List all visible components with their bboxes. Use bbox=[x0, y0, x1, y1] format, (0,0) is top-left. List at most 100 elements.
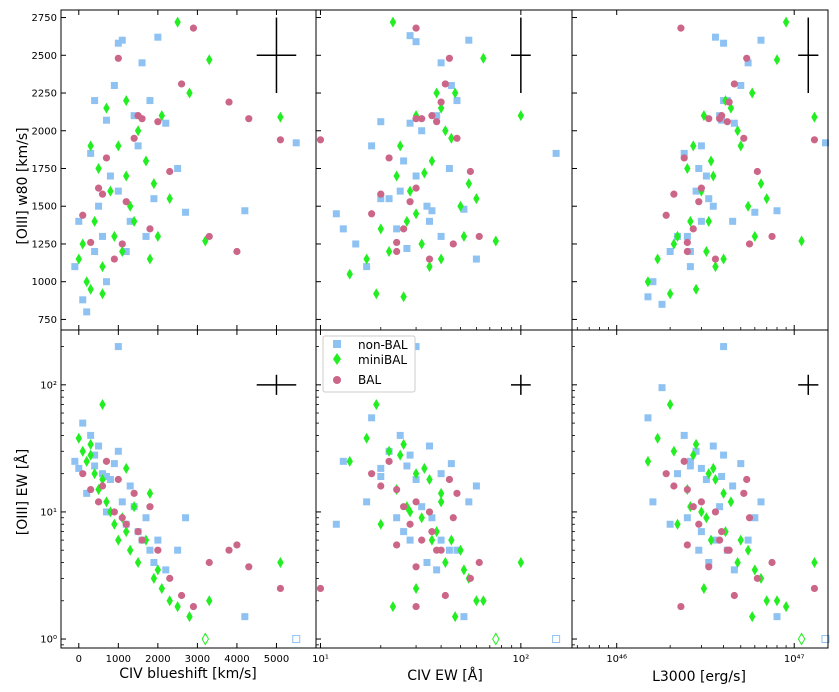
point-BAL-blueshift-w80-5 bbox=[114, 54, 122, 62]
point-BAL-blueshift-w80-18 bbox=[276, 136, 285, 144]
point-miniBAL-blueshift-w80-4 bbox=[91, 215, 98, 227]
point-miniBAL-civew-w80-22 bbox=[480, 52, 487, 64]
point-non-BAL-l3000-ew-21 bbox=[711, 536, 719, 544]
point-miniBAL-l3000-ew-23 bbox=[811, 557, 818, 569]
point-miniBAL-blueshift-ew-19 bbox=[166, 595, 173, 607]
point-BAL-civew-ew-11 bbox=[466, 574, 474, 582]
point-non-BAL-l3000-ew-3 bbox=[658, 384, 666, 392]
point-BAL-l3000-ew-13 bbox=[677, 602, 685, 611]
point-miniBAL-civew-ew-24 bbox=[437, 487, 445, 499]
point-miniBAL-civew-ew-0 bbox=[363, 432, 370, 444]
point-miniBAL-blueshift-ew-20 bbox=[174, 601, 181, 613]
point-miniBAL-civew-w80-10 bbox=[448, 132, 455, 144]
point-non-BAL-blueshift-ew-27 bbox=[114, 343, 122, 351]
point-non-BAL-l3000-w80-27 bbox=[720, 39, 728, 47]
point-BAL-l3000-ew-11 bbox=[753, 574, 761, 582]
point-non-BAL-l3000-w80-23 bbox=[695, 164, 703, 172]
legend-label-minibal: miniBAL bbox=[358, 353, 407, 367]
point-non-BAL-civew-ew-25 bbox=[460, 613, 468, 621]
point-non-BAL-civew-w80-20 bbox=[423, 202, 431, 210]
point-BAL-civew-w80-3 bbox=[385, 154, 393, 162]
point-miniBAL-civew-ew-27 bbox=[421, 462, 428, 474]
point-non-BAL-blueshift-w80-0 bbox=[71, 263, 79, 271]
point-miniBAL-blueshift-w80-29 bbox=[154, 230, 162, 242]
point-BAL-blueshift-ew-2 bbox=[94, 498, 103, 506]
point-miniBAL-l3000-w80-29 bbox=[751, 230, 759, 242]
point-non-BAL-l3000-ew-2 bbox=[644, 414, 652, 422]
point-miniBAL-l3000-w80-15 bbox=[734, 125, 741, 137]
point-miniBAL-civew-w80-9 bbox=[377, 223, 384, 235]
point-non-BAL-blueshift-ew-8 bbox=[102, 508, 110, 516]
point-BAL-blueshift-w80-13 bbox=[189, 24, 198, 32]
point-miniBAL-l3000-ew-9 bbox=[674, 518, 681, 530]
point-miniBAL-civew-ew-20 bbox=[389, 601, 397, 613]
ylabel-top: [OIII] w80 [km/s] bbox=[15, 127, 31, 244]
point-miniBAL-blueshift-w80-23 bbox=[277, 111, 284, 123]
point-miniBAL-blueshift-w80-26 bbox=[99, 288, 106, 300]
point-BAL-blueshift-w80-7 bbox=[130, 134, 138, 142]
point-miniBAL-civew-ew-2 bbox=[346, 455, 353, 467]
point-non-BAL-civew-w80-29 bbox=[377, 118, 385, 126]
point-non-BAL-blueshift-w80-19 bbox=[146, 97, 154, 105]
point-non-BAL-l3000-ew-12 bbox=[757, 498, 765, 506]
point-miniBAL-blueshift-ew-21 bbox=[186, 611, 193, 623]
point-miniBAL-l3000-w80-14 bbox=[687, 215, 694, 227]
point-BAL-civew-w80-18 bbox=[316, 136, 325, 144]
point-non-BAL-blueshift-w80-7 bbox=[99, 232, 107, 240]
point-miniBAL-civew-w80-12 bbox=[433, 87, 440, 99]
point-BAL-blueshift-ew-11 bbox=[166, 574, 174, 582]
panel-frame-bottom-2 bbox=[571, 329, 829, 649]
point-miniBAL-civew-w80-11 bbox=[418, 238, 425, 250]
legend-box bbox=[322, 335, 416, 393]
xticklabel-0-0: 0 bbox=[76, 654, 82, 665]
xticklabel-0-3: 3000 bbox=[185, 654, 210, 665]
xticklabel-0-1: 1000 bbox=[106, 654, 131, 665]
legend-label-nonbal: non-BAL bbox=[358, 338, 408, 352]
point-miniBAL-l3000-ew-22 bbox=[773, 595, 781, 607]
point-non-BAL-l3000-w80-22 bbox=[730, 119, 738, 127]
point-non-BAL-blueshift-w80-20 bbox=[150, 195, 158, 203]
point-non-BAL-l3000-ew-17 bbox=[744, 536, 752, 544]
point-miniBAL-l3000-w80-25 bbox=[798, 235, 805, 247]
point-non-BAL-blueshift-w80-12 bbox=[118, 36, 126, 44]
point-BAL-blueshift-w80-15 bbox=[225, 98, 233, 106]
point-BAL-l3000-w80-13 bbox=[677, 24, 685, 32]
point-BAL-blueshift-ew-4 bbox=[110, 508, 118, 516]
point-miniBAL-blueshift-ew-29 bbox=[154, 564, 162, 576]
point-non-BAL-civew-w80-11 bbox=[385, 195, 393, 203]
point-non-BAL-blueshift-ew-26 bbox=[292, 635, 301, 644]
point-non-BAL-civew-ew-8 bbox=[363, 498, 371, 506]
point-non-BAL-l3000-ew-15 bbox=[716, 503, 724, 511]
point-miniBAL-blueshift-w80-22 bbox=[206, 54, 213, 66]
point-BAL-l3000-w80-18 bbox=[810, 136, 819, 144]
point-miniBAL-civew-w80-14 bbox=[403, 215, 411, 227]
point-miniBAL-l3000-ew-8 bbox=[698, 506, 705, 518]
point-BAL-blueshift-ew-17 bbox=[245, 563, 253, 571]
point-BAL-blueshift-w80-10 bbox=[154, 118, 162, 126]
point-miniBAL-l3000-w80-28 bbox=[690, 140, 697, 152]
point-non-BAL-blueshift-ew-6 bbox=[95, 442, 103, 450]
point-miniBAL-blueshift-w80-6 bbox=[99, 261, 106, 273]
point-BAL-l3000-ew-19 bbox=[745, 514, 754, 522]
point-non-BAL-l3000-w80-13 bbox=[666, 248, 674, 256]
point-miniBAL-civew-w80-28 bbox=[397, 140, 404, 152]
point-BAL-blueshift-w80-9 bbox=[146, 225, 154, 233]
point-miniBAL-civew-ew-7 bbox=[437, 496, 445, 508]
point-BAL-l3000-w80-16 bbox=[683, 247, 691, 256]
point-BAL-civew-ew-20 bbox=[377, 482, 385, 490]
point-BAL-civew-ew-18 bbox=[316, 584, 325, 593]
point-BAL-civew-w80-1 bbox=[393, 238, 401, 247]
yticklabel-bottom-1: 10¹ bbox=[40, 507, 57, 518]
point-miniBAL-l3000-w80-19 bbox=[763, 193, 770, 205]
point-BAL-l3000-ew-16 bbox=[683, 541, 691, 549]
point-miniBAL-blueshift-ew-17 bbox=[150, 572, 158, 584]
point-non-BAL-civew-ew-0 bbox=[339, 457, 347, 465]
point-miniBAL-blueshift-w80-24 bbox=[146, 253, 154, 265]
point-non-BAL-civew-ew-1 bbox=[377, 464, 385, 472]
point-non-BAL-blueshift-w80-10 bbox=[110, 81, 118, 89]
point-BAL-civew-w80-10 bbox=[433, 118, 441, 126]
point-miniBAL-blueshift-ew-14 bbox=[130, 501, 138, 513]
point-miniBAL-l3000-ew-4 bbox=[705, 468, 712, 480]
point-BAL-civew-w80-16 bbox=[393, 247, 401, 256]
point-non-BAL-civew-w80-6 bbox=[425, 217, 433, 225]
